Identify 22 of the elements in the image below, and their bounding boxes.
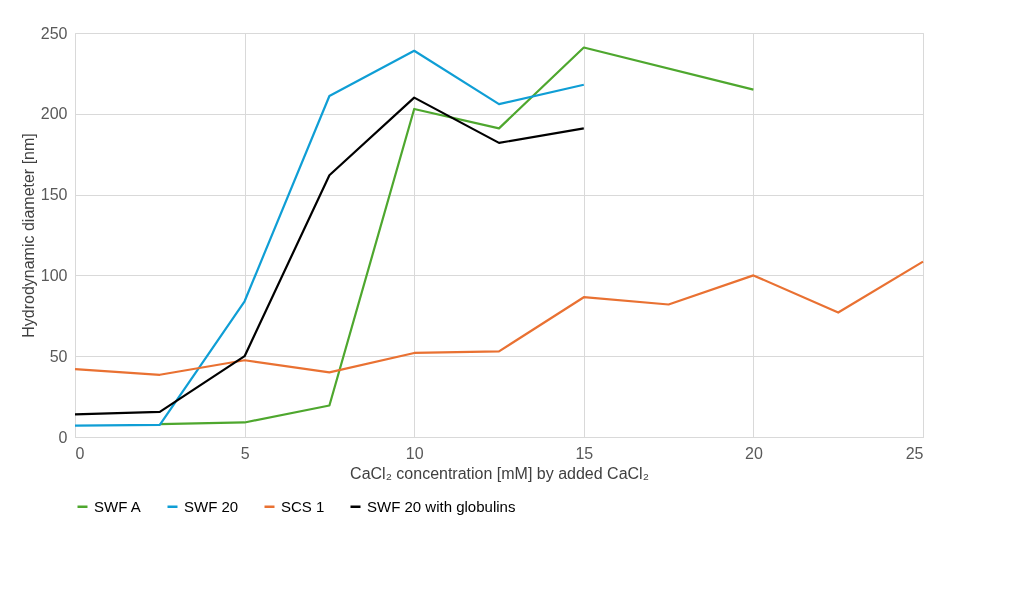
x-tick-label: 25 (905, 444, 924, 462)
y-tick-label: 50 (49, 347, 68, 365)
y-tick-label: 0 (58, 428, 68, 446)
line-series (73, 260, 925, 376)
y-tick-label: 200 (40, 105, 68, 123)
y-tick-label: 100 (40, 266, 68, 284)
line-series (158, 46, 755, 426)
x-tick-label: 20 (745, 444, 763, 462)
line-series (73, 96, 585, 416)
x-tick-label: 15 (575, 444, 594, 462)
legend-label: SWF 20 (184, 497, 239, 515)
y-tick-label: 150 (40, 186, 68, 204)
y-tick-label: 250 (40, 24, 68, 42)
x-axis-title: CaCl₂ concentration [mM] by added CaCl₂ (350, 464, 649, 482)
legend-label: SWF A (94, 497, 141, 515)
x-tick-label: 10 (405, 444, 424, 462)
x-tick-label: 5 (240, 444, 250, 462)
legend-label: SCS 1 (281, 497, 325, 515)
legend-label: SWF 20 with globulins (367, 497, 516, 515)
y-axis-title: Hydrodynamic diameter [nm] (19, 133, 37, 338)
line-series (73, 49, 585, 427)
x-tick-label: 0 (75, 444, 85, 462)
